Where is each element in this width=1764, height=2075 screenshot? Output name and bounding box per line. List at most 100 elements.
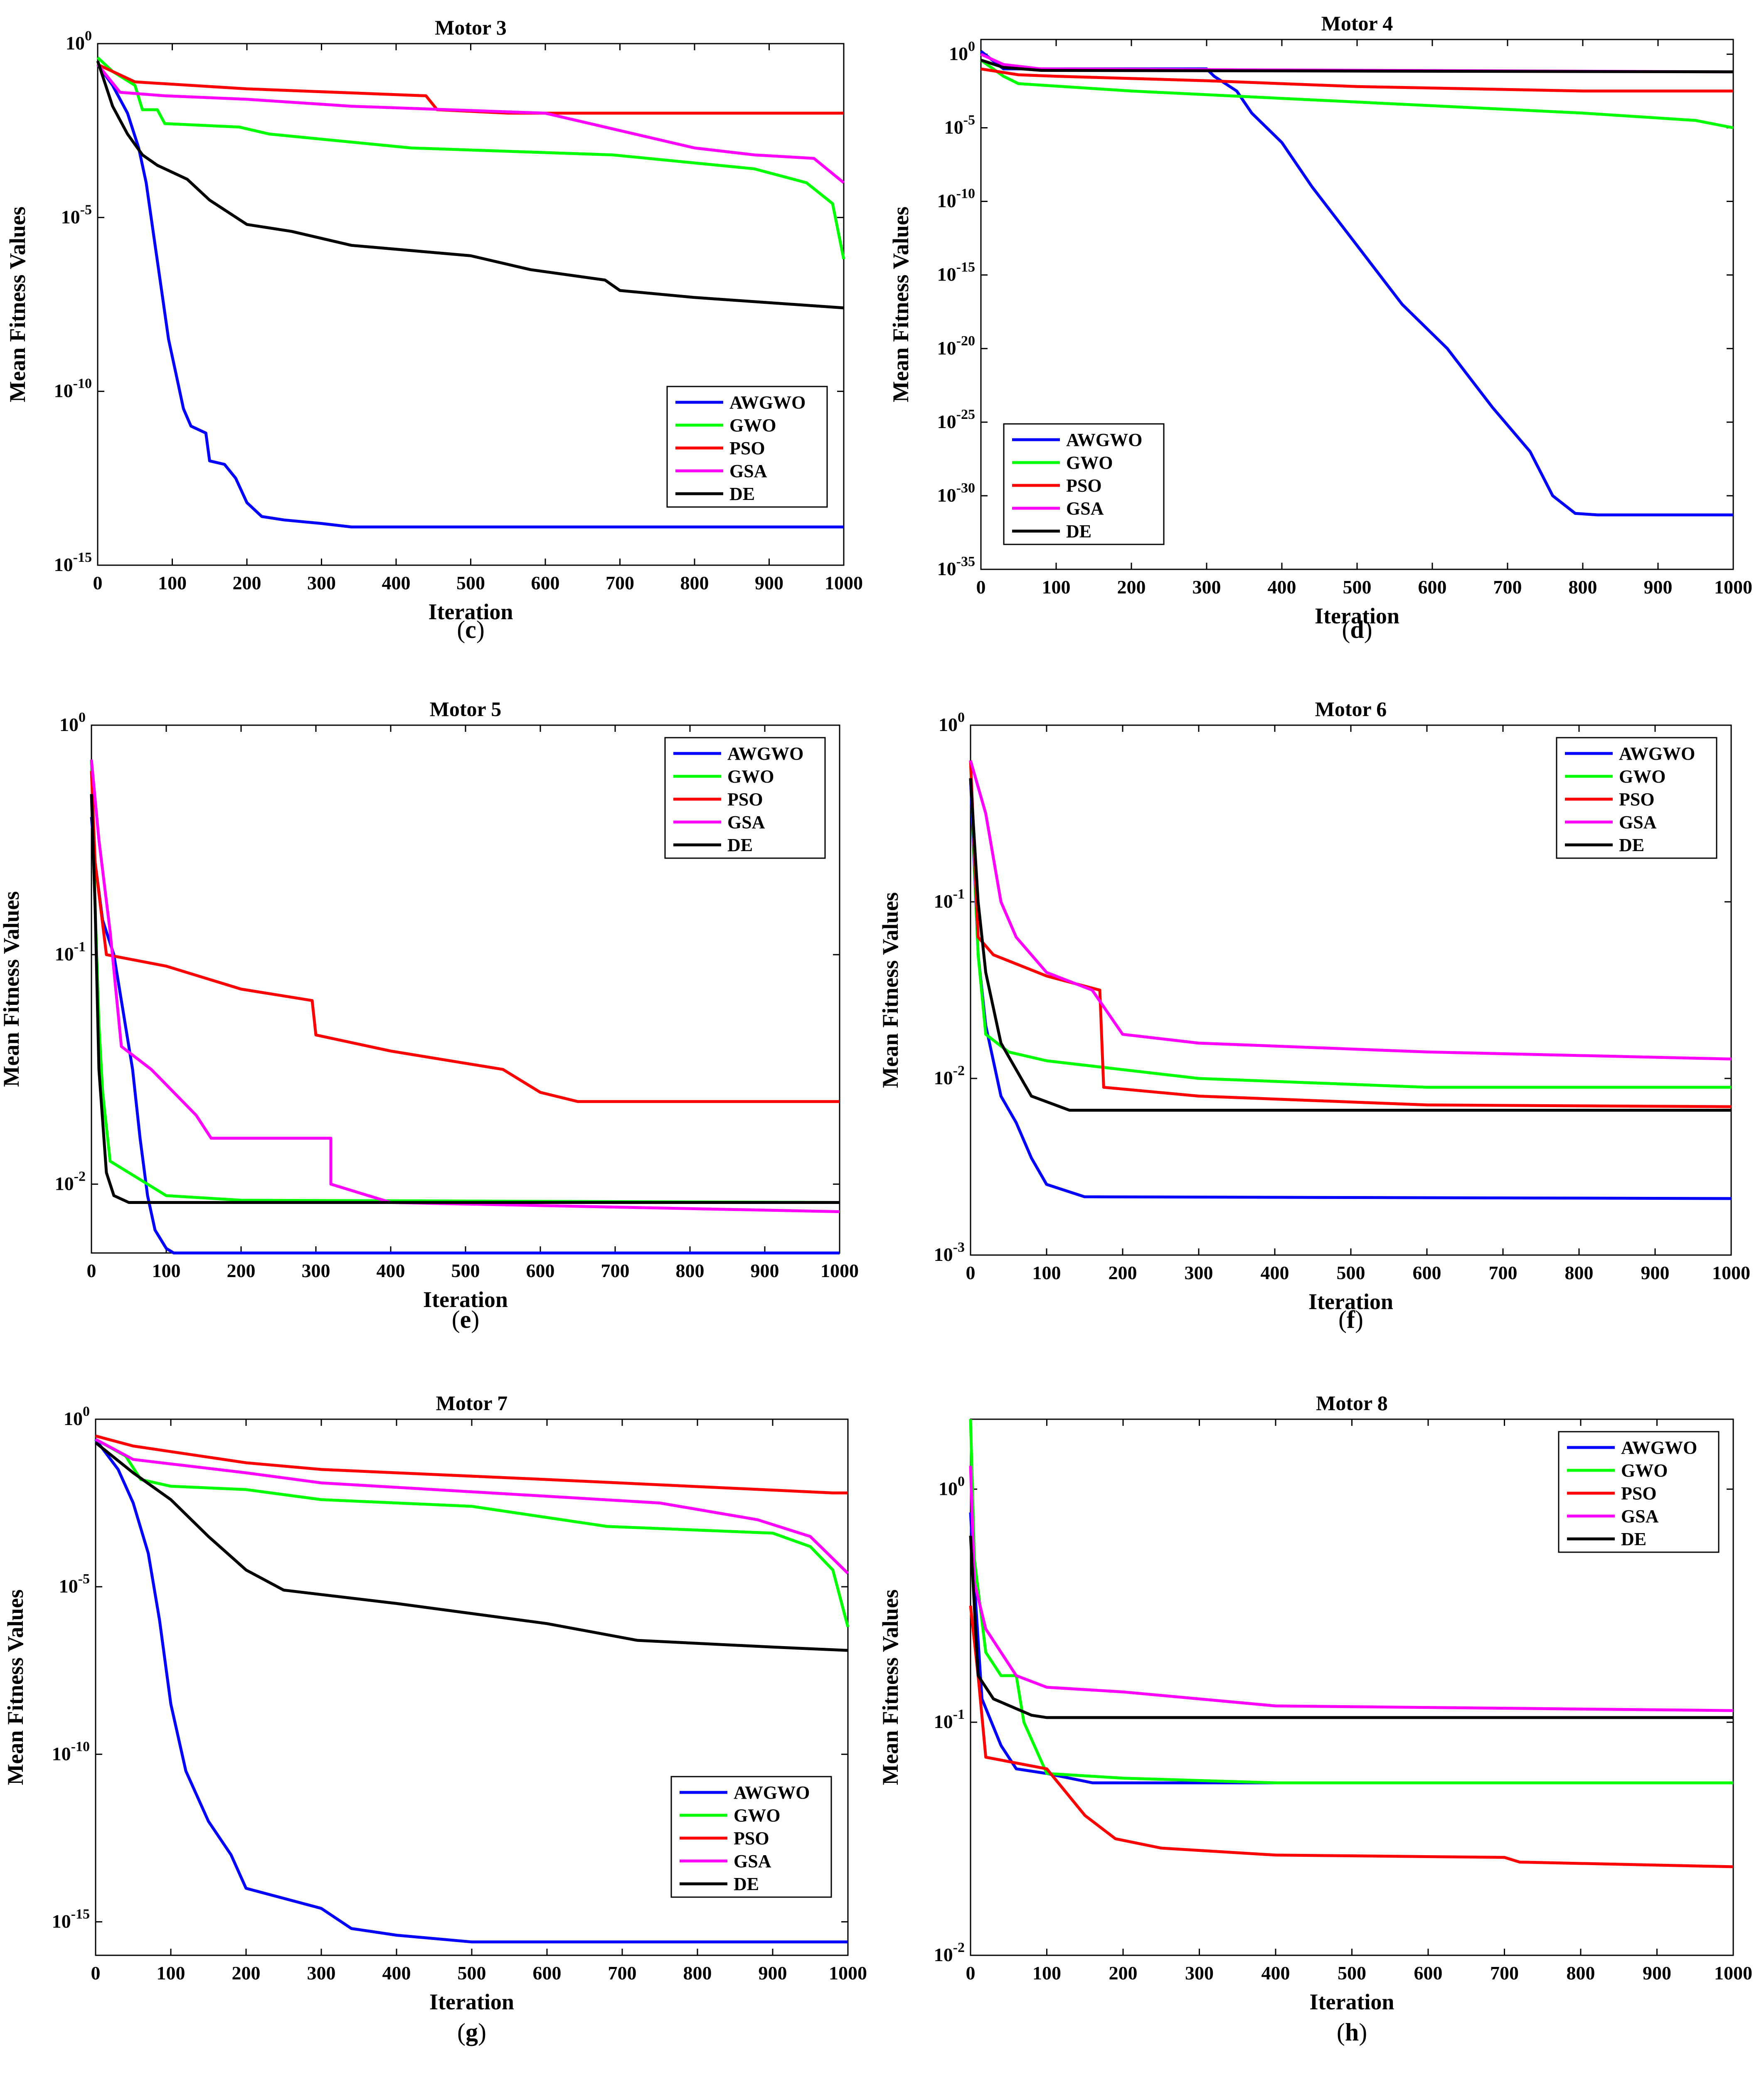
legend-label-de: DE [1621, 1529, 1646, 1549]
y-tick-label: 10-5 [61, 202, 92, 227]
legend-label-pso: PSO [734, 1828, 769, 1849]
y-tick-label: 10-1 [55, 939, 86, 965]
chart-title: Motor 3 [435, 16, 507, 39]
series-line-de [96, 60, 844, 310]
chart-title: Motor 4 [1321, 12, 1393, 35]
x-tick-label: 300 [307, 572, 336, 593]
x-tick-label: 700 [608, 1962, 637, 1984]
legend-label-gsa: GSA [1066, 498, 1104, 519]
y-tick-label: 10-15 [52, 1906, 90, 1932]
x-tick-label: 900 [1641, 1262, 1670, 1283]
legend-label-gwo: GWO [734, 1805, 780, 1826]
x-tick-label: 0 [93, 572, 103, 593]
x-tick-label: 300 [1192, 576, 1221, 598]
legend-label-gsa: GSA [1619, 812, 1657, 832]
x-axis-label: Iteration [429, 599, 513, 624]
series-line-de [980, 59, 1734, 74]
panel-caption: (f) [1338, 1306, 1363, 1333]
x-tick-label: 0 [976, 576, 986, 598]
x-tick-label: 0 [87, 1260, 96, 1281]
y-tick-label: 100 [66, 28, 92, 54]
legend-label-de: DE [727, 835, 753, 855]
y-tick-label: 10-35 [937, 554, 975, 579]
x-tick-label: 900 [751, 1260, 779, 1281]
x-tick-label: 300 [1185, 1262, 1213, 1283]
series-line-awgwo [980, 50, 1733, 517]
x-tick-label: 300 [302, 1260, 330, 1281]
x-tick-label: 800 [680, 572, 709, 593]
legend-label-de: DE [1066, 521, 1091, 542]
legend-label-de: DE [1619, 835, 1644, 855]
y-tick-label: 10-5 [944, 113, 975, 138]
legend-label-gsa: GSA [727, 812, 765, 832]
x-tick-label: 800 [1567, 1962, 1595, 1984]
legend-label-awgwo: AWGWO [1619, 743, 1695, 764]
series-line-gsa [95, 1438, 849, 1575]
x-tick-label: 600 [526, 1260, 555, 1281]
y-tick-label: 10-15 [937, 260, 975, 285]
series-line-de [969, 1536, 1733, 1719]
x-tick-label: 800 [1569, 576, 1597, 598]
panel-caption: (e) [452, 1306, 480, 1333]
x-tick-label: 900 [1643, 1962, 1671, 1984]
x-axis-label: Iteration [1310, 1989, 1394, 2014]
legend-label-gsa: GSA [734, 1851, 771, 1871]
y-axis-label: Mean Fitness Values [0, 891, 24, 1087]
x-tick-label: 200 [1117, 576, 1146, 598]
legend-label-de: DE [734, 1874, 759, 1894]
legend-label-pso: PSO [729, 438, 765, 458]
x-tick-label: 500 [458, 1962, 486, 1984]
x-tick-label: 500 [451, 1260, 480, 1281]
legend-label-pso: PSO [1619, 789, 1655, 810]
x-tick-label: 500 [1343, 576, 1372, 598]
x-tick-label: 300 [1185, 1962, 1214, 1984]
y-axis-label: Mean Fitness Values [878, 892, 903, 1088]
legend-label-gwo: GWO [1621, 1460, 1668, 1481]
legend-label-gwo: GWO [727, 766, 774, 787]
x-tick-label: 800 [1565, 1262, 1594, 1283]
x-tick-label: 100 [152, 1260, 181, 1281]
x-tick-label: 1000 [1714, 576, 1752, 598]
series-line-gsa [969, 1466, 1734, 1712]
series-line-de [94, 1441, 848, 1652]
x-tick-label: 600 [531, 572, 560, 593]
legend-label-awgwo: AWGWO [1066, 430, 1142, 450]
series-line-pso [981, 67, 1733, 93]
x-tick-label: 1000 [829, 1962, 867, 1984]
x-tick-label: 1000 [1712, 1262, 1750, 1283]
y-tick-label: 10-10 [54, 376, 92, 401]
chart-panel-f: Motor 6 0 100 200 300 400 500 600 700 800 900 1000 1… [878, 697, 1750, 1333]
x-tick-label: 0 [966, 1962, 976, 1984]
x-tick-label: 600 [1418, 576, 1447, 598]
y-tick-label: 10-2 [934, 1063, 965, 1088]
y-axis-label: Mean Fitness Values [5, 207, 30, 402]
x-tick-label: 100 [1042, 576, 1071, 598]
chart-panel-h: Motor 8 0 100 200 300 400 500 600 700 800 900 1000 1… [878, 1391, 1752, 2046]
chart-title: Motor 5 [430, 697, 502, 721]
y-tick-label: 10-1 [934, 886, 965, 912]
panel-caption: (g) [457, 2018, 486, 2046]
panel-caption: (c) [457, 616, 485, 643]
x-tick-label: 200 [1109, 1962, 1138, 1984]
x-tick-label: 400 [382, 1962, 411, 1984]
legend-box [670, 1776, 832, 1898]
y-tick-label: 10-10 [937, 186, 975, 212]
chart-title: Motor 6 [1315, 697, 1387, 721]
x-tick-label: 600 [1414, 1962, 1443, 1984]
y-axis-label: Mean Fitness Values [878, 1589, 903, 1785]
x-tick-label: 400 [377, 1260, 405, 1281]
legend-label-pso: PSO [727, 789, 763, 810]
x-tick-label: 100 [1032, 1962, 1061, 1984]
series-line-de [90, 794, 840, 1204]
x-tick-label: 400 [382, 572, 411, 593]
chart-panel-d: Motor 4 0 100 200 300 400 500 600 700 800 900 1000 1… [888, 12, 1752, 643]
x-axis-label: Iteration [1308, 1289, 1393, 1314]
x-tick-label: 400 [1261, 1962, 1290, 1984]
x-tick-label: 0 [966, 1262, 976, 1283]
chart-panel-c: Motor 3 0 100 200 300 400 500 600 700 800 900 1000 1… [5, 16, 863, 643]
